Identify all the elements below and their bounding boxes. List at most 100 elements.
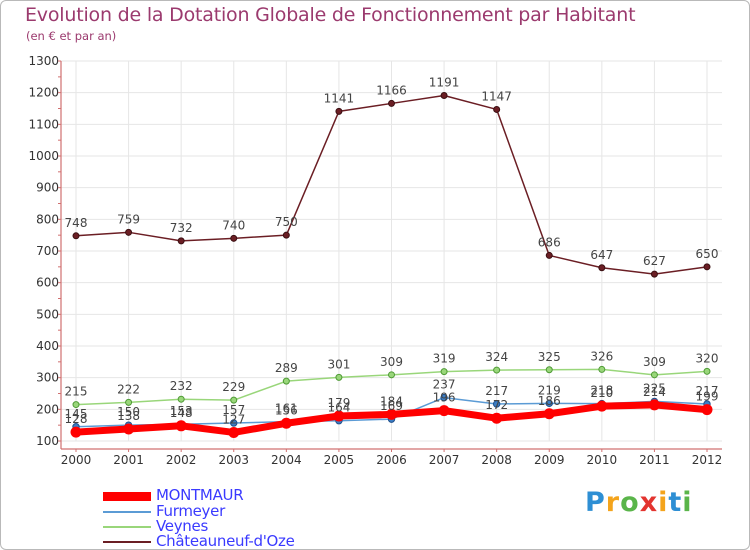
data-point [545,251,553,259]
data-label: 1147 [481,89,512,103]
data-point [177,395,185,403]
data-point [280,417,292,429]
y-tick-label: 600 [36,276,59,290]
data-point [701,404,713,416]
data-point [650,371,658,379]
data-label: 218 [590,384,613,398]
x-tick-label: 2008 [481,453,512,467]
data-label: 759 [117,212,140,226]
data-point [388,99,395,107]
x-tick-label: 2006 [376,453,407,467]
data-label: 686 [538,235,561,249]
data-point [335,373,343,381]
data-point [175,420,187,432]
data-point [125,228,133,236]
data-point [543,408,555,420]
y-tick-label: 700 [36,244,59,258]
data-label: 172 [485,398,508,412]
x-tick-label: 2011 [639,453,670,467]
y-tick-label: 300 [36,371,59,385]
legend-swatch-veynes [103,526,151,528]
legend-swatch-furmeyer [103,511,151,513]
data-point [596,400,608,412]
data-point [703,367,711,375]
data-point [598,264,606,272]
data-label: 309 [380,355,403,369]
x-tick-label: 2009 [534,453,565,467]
data-label: 148 [170,406,193,420]
data-point [72,401,80,409]
chart-subtitle: (en € et par an) [26,29,117,43]
data-label: 324 [485,350,508,364]
legend-swatch-montmaur [103,492,151,501]
data-point [386,408,397,420]
data-label: 219 [538,383,561,397]
data-point [72,232,80,240]
y-tick-label: 1100 [28,117,59,131]
data-label: 215 [65,385,88,399]
data-point [123,423,135,435]
legend-label-montmaur: MONTMAUR [156,486,244,504]
x-tick-label: 2012 [692,453,723,467]
data-label: 156 [275,403,298,417]
data-point [230,234,238,242]
data-point [388,371,395,379]
data-label: 232 [170,379,193,393]
data-point [228,426,240,438]
data-point [282,231,290,239]
data-point [282,377,290,385]
y-tick-label: 1300 [28,54,59,68]
x-tick-label: 2002 [166,453,197,467]
x-tick-label: 2000 [61,453,92,467]
data-point [491,412,503,424]
data-label: 1166 [376,83,407,97]
data-label: 1141 [324,91,355,105]
chart-title: Evolution de la Dotation Globale de Fonc… [25,4,636,26]
data-label: 164 [327,401,350,415]
logo-letter: o [620,487,640,518]
logo-letter: i [682,487,693,518]
y-tick-label: 800 [36,212,59,226]
data-point [333,410,345,422]
data-label: 210 [590,386,613,400]
y-tick-label: 200 [36,402,59,416]
data-point [335,107,343,115]
x-tick-label: 2001 [113,453,144,467]
data-point [493,366,501,374]
data-label: 153 [170,404,193,418]
data-point [545,366,553,374]
data-label: 138 [117,409,140,423]
data-label: 127 [222,412,245,426]
logo-letter: P [585,487,606,518]
y-tick-label: 400 [36,339,59,353]
data-point [703,263,711,271]
x-tick-label: 2004 [271,453,302,467]
data-point [648,399,660,411]
data-label: 732 [170,221,193,235]
data-label: 647 [590,248,613,262]
data-label: 750 [275,215,298,229]
y-tick-label: 1000 [28,149,59,163]
data-label: 309 [643,355,666,369]
data-label: 237 [433,378,456,392]
data-point [177,237,185,245]
x-tick-label: 2005 [324,453,355,467]
legend-label-veynes: Veynes [156,517,208,535]
y-tick-label: 500 [36,307,59,321]
data-point [650,270,658,278]
data-point [125,398,133,406]
logo-letter: r [605,487,621,518]
data-label: 196 [433,391,456,405]
data-label: 179 [327,396,350,410]
data-point [230,396,238,404]
data-label: 157 [222,403,245,417]
data-label: 186 [538,394,561,408]
data-label: 627 [643,254,666,268]
data-point [440,368,448,376]
x-tick-label: 2007 [429,453,460,467]
data-point [493,105,501,113]
x-tick-label: 2003 [218,453,249,467]
legend-swatch-chateauneuf [103,541,151,543]
